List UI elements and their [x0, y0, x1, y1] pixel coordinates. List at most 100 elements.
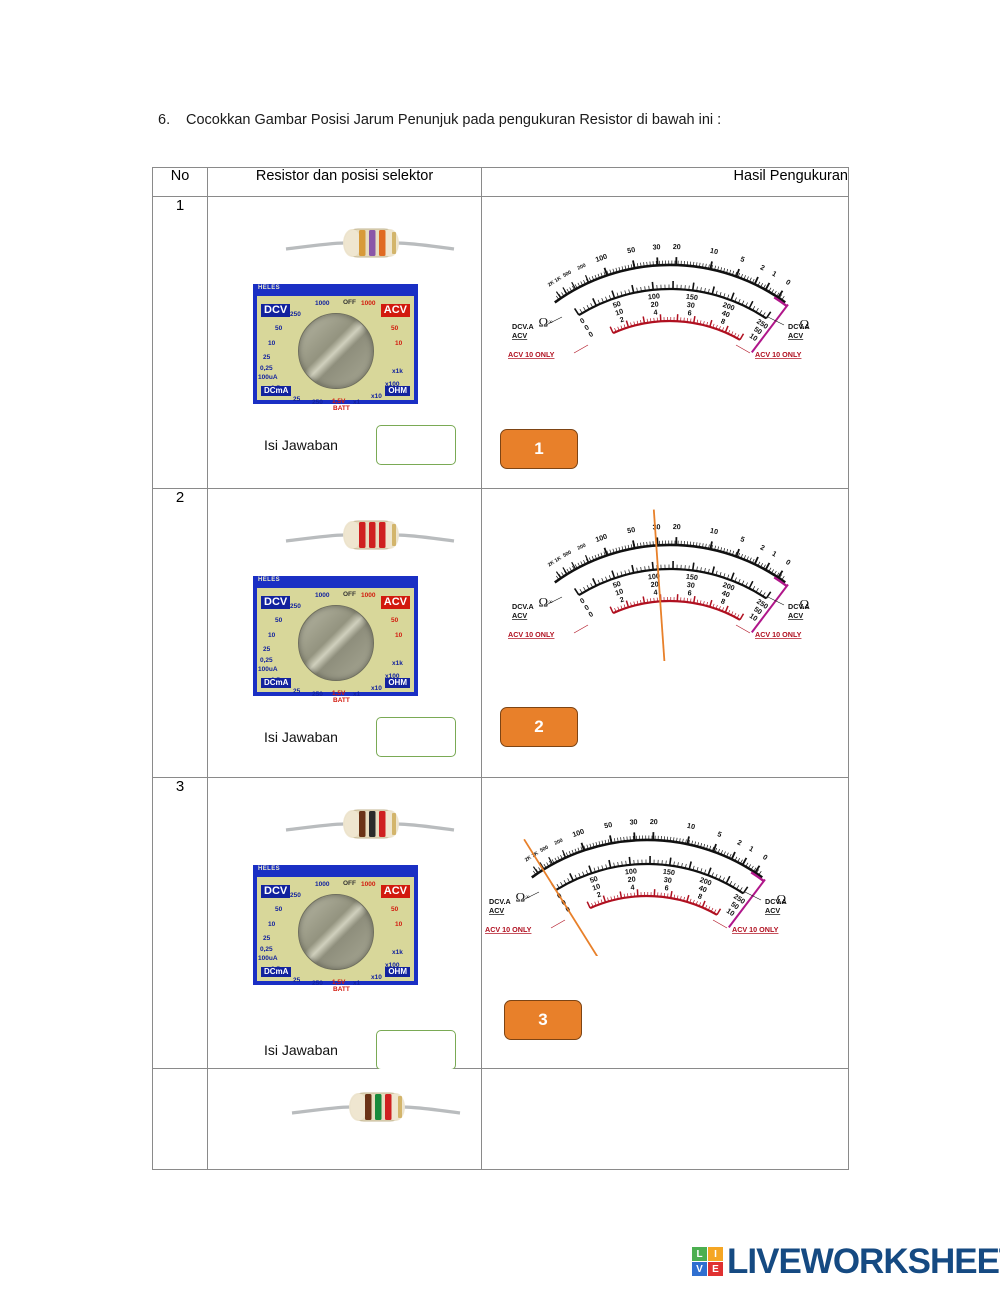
ohm-symbol-right: Ω: [800, 317, 810, 332]
table-row: 2HELES1000OFF100025025050501010250,25100…: [152, 488, 849, 778]
multimeter-face: 1000OFF100025025050501010250,25100uA2,52…: [257, 877, 414, 993]
logo-square-e: E: [708, 1262, 723, 1276]
resistor-selector-group: HELES 1000 OFF 1000 250 250 50 50 10 10 25 0,25 100u…: [208, 778, 481, 1070]
logo-square-i: I: [708, 1247, 723, 1261]
svg-text:1K: 1K: [554, 275, 563, 284]
analog-meter-scale: 2K1K500200100503020105210Ω∞Ω050100150200…: [485, 817, 787, 1003]
cell-row-number: 1: [152, 196, 208, 489]
svg-text:200: 200: [577, 543, 587, 552]
header-resistor: Resistor dan posisi selektor: [207, 167, 482, 197]
svg-text:4: 4: [630, 883, 635, 892]
table-header-row: No Resistor dan posisi selektor Hasil Pe…: [152, 167, 849, 197]
dial-label-dcv-10: 10: [268, 921, 276, 928]
dial-label-dcv-250: 250: [290, 311, 301, 318]
answer-row: Isi Jawaban: [264, 1030, 456, 1070]
svg-text:20: 20: [673, 522, 681, 531]
liveworksheets-logo: L I V E LIVEWORKSHEETS: [692, 1244, 1000, 1279]
dial-label-batt: BATT: [333, 697, 350, 704]
hasil-group: 2K1K500200100503020105210Ω∞Ω050100150200…: [482, 489, 848, 777]
multimeter-face: 1000OFF100025025050501010250,25100uA2,52…: [257, 296, 414, 412]
answer-input[interactable]: [375, 1030, 456, 1070]
svg-text:20: 20: [650, 817, 658, 826]
svg-text:50: 50: [752, 324, 764, 336]
svg-text:20: 20: [650, 579, 659, 589]
cell-resistor-selector: HELES 1000 OFF 1000 250 250 50 50 10 10 25 0,25 100u…: [207, 777, 482, 1070]
svg-text:150: 150: [685, 572, 698, 583]
svg-text:2: 2: [618, 315, 625, 325]
label-acv10-left: ACV 10 ONLY: [508, 630, 555, 639]
multimeter-panel: HELES 1000 OFF 1000 250 250 50 50 10 10 25 0,25 100u…: [253, 576, 418, 704]
answer-row: Isi Jawaban: [264, 717, 456, 757]
meter-wrap: 2K1K500200100503020105210Ω∞Ω050100150200…: [500, 221, 883, 446]
dial-label-dcv-10: 10: [268, 632, 276, 639]
svg-text:1: 1: [748, 844, 756, 854]
svg-text:0: 0: [578, 596, 586, 606]
dial-label-dcv-1000: 1000: [315, 300, 330, 307]
svg-text:100: 100: [624, 866, 637, 876]
cell-hasil-pengukuran: [481, 1068, 849, 1170]
svg-text:500: 500: [562, 270, 573, 279]
dial-label-acv-50: 50: [391, 906, 399, 913]
dial-label-batt-volt: 1,5V: [332, 690, 346, 697]
dial-label-acv-50: 50: [391, 617, 399, 624]
resistor-selector-group: [208, 1069, 481, 1169]
svg-text:50: 50: [611, 579, 621, 590]
dial-label-dcv-10: 10: [268, 340, 276, 347]
svg-text:200: 200: [554, 838, 564, 847]
label-dcva-right: DCV.A: [788, 322, 810, 331]
svg-text:2K: 2K: [547, 280, 556, 289]
svg-text:2: 2: [618, 595, 625, 605]
resistor-selector-group: HELES 1000 OFF 1000 250 250 50 50 10 10 25 0,25 100u…: [208, 489, 481, 777]
svg-text:40: 40: [721, 308, 732, 319]
dial-label-dcv-025: 0,25: [260, 365, 273, 372]
cell-row-number: 3: [152, 777, 208, 1069]
dial-label-x1: x1: [353, 399, 361, 406]
dial-label-dcv-1000: 1000: [315, 592, 330, 599]
multimeter-brand: HELES: [258, 866, 281, 872]
selector-knob[interactable]: [297, 313, 374, 390]
multimeter-brand: HELES: [258, 285, 281, 291]
svg-text:100: 100: [647, 571, 660, 581]
selector-knob[interactable]: [297, 894, 374, 971]
hasil-group: [482, 1069, 848, 1169]
answer-badge[interactable]: 1: [500, 429, 578, 469]
dial-label-x1: x1: [353, 980, 361, 987]
svg-text:4: 4: [653, 308, 658, 317]
dial-label-dcv-25: 25: [263, 354, 271, 361]
svg-text:0: 0: [784, 277, 792, 287]
cell-hasil-pengukuran: 2K1K500200100503020105210Ω∞Ω050100150200…: [481, 777, 849, 1069]
table-row: 3HELES1000OFF100025025050501010250,25100…: [152, 777, 849, 1070]
dial-region-ohm: OHM: [385, 678, 410, 688]
answer-badge[interactable]: 3: [504, 1000, 582, 1040]
dial-label-dcma-25b: 25: [293, 396, 301, 403]
svg-text:5: 5: [716, 829, 723, 839]
dial-label-batt-volt: 1,5V: [332, 979, 346, 986]
dial-label-x1k: x1k: [392, 660, 403, 667]
dial-label-x10: x10: [371, 685, 382, 692]
dial-label-dcv-1000: 1000: [315, 881, 330, 888]
svg-text:4: 4: [653, 588, 658, 597]
svg-text:50: 50: [626, 245, 635, 255]
svg-text:500: 500: [539, 845, 550, 854]
svg-text:1K: 1K: [531, 850, 540, 859]
answer-label: Isi Jawaban: [264, 729, 338, 745]
dial-region-dcma: DCmA: [261, 967, 292, 977]
selector-knob[interactable]: [297, 605, 374, 682]
header-no: No: [152, 167, 208, 197]
answer-input[interactable]: [375, 717, 456, 757]
answer-badge[interactable]: 2: [500, 707, 578, 747]
ohm-symbol-right: Ω: [777, 892, 787, 907]
worksheet-table: No Resistor dan posisi selektor Hasil Pe…: [152, 167, 883, 1170]
multimeter-wrap: HELES 1000 OFF 1000 250 250 50 50 10 10 25 0,25 100u…: [253, 576, 418, 704]
dial-label-dcv-025: 0,25: [260, 657, 273, 664]
dial-region-dcv: DCV: [261, 885, 291, 898]
svg-text:10: 10: [748, 611, 760, 623]
svg-text:0: 0: [784, 557, 792, 567]
dial-label-dcv-100ua: 100uA: [258, 374, 278, 381]
svg-text:10: 10: [725, 906, 737, 918]
dial-label-dcma-250: 250: [312, 691, 323, 698]
answer-input[interactable]: [375, 425, 456, 465]
svg-text:10: 10: [686, 821, 696, 831]
svg-text:50: 50: [626, 525, 635, 535]
svg-text:0: 0: [587, 329, 595, 339]
